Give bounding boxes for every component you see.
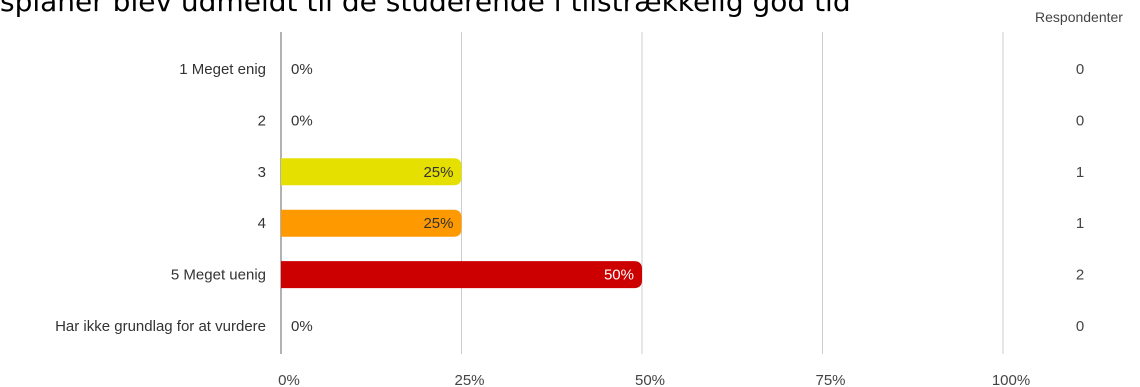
data-label: 0% — [291, 112, 313, 129]
x-tick-label: 25% — [454, 372, 484, 387]
bar — [281, 261, 642, 289]
data-label: 25% — [423, 215, 453, 232]
respondents-count: 1 — [1076, 215, 1084, 232]
respondents-count: 0 — [1076, 112, 1084, 129]
respondents-count: 0 — [1076, 318, 1084, 335]
category-label: 3 — [258, 164, 266, 181]
x-tick-label: 50% — [635, 372, 665, 387]
x-tick-label: 0% — [278, 372, 300, 387]
data-label: 25% — [423, 164, 453, 181]
category-label: 5 Meget uenig — [171, 267, 266, 284]
respondents-count: 2 — [1076, 267, 1084, 284]
data-label: 0% — [291, 61, 313, 78]
x-tick-label: 100% — [992, 372, 1030, 387]
category-label: 2 — [258, 112, 266, 129]
respondents-count: 0 — [1076, 61, 1084, 78]
category-label: Har ikke grundlag for at vurdere — [55, 318, 266, 335]
category-label: 1 Meget enig — [179, 61, 266, 78]
category-label: 4 — [258, 215, 266, 232]
respondents-count: 1 — [1076, 164, 1084, 181]
bar — [281, 158, 462, 186]
data-label: 0% — [291, 318, 313, 335]
x-tick-label: 75% — [815, 372, 845, 387]
chart-title: splaner blev udmeldt til de studerende i… — [0, 0, 851, 18]
respondents-header: Respondenter — [1035, 9, 1123, 25]
bar — [281, 209, 462, 237]
data-label: 50% — [604, 267, 634, 284]
